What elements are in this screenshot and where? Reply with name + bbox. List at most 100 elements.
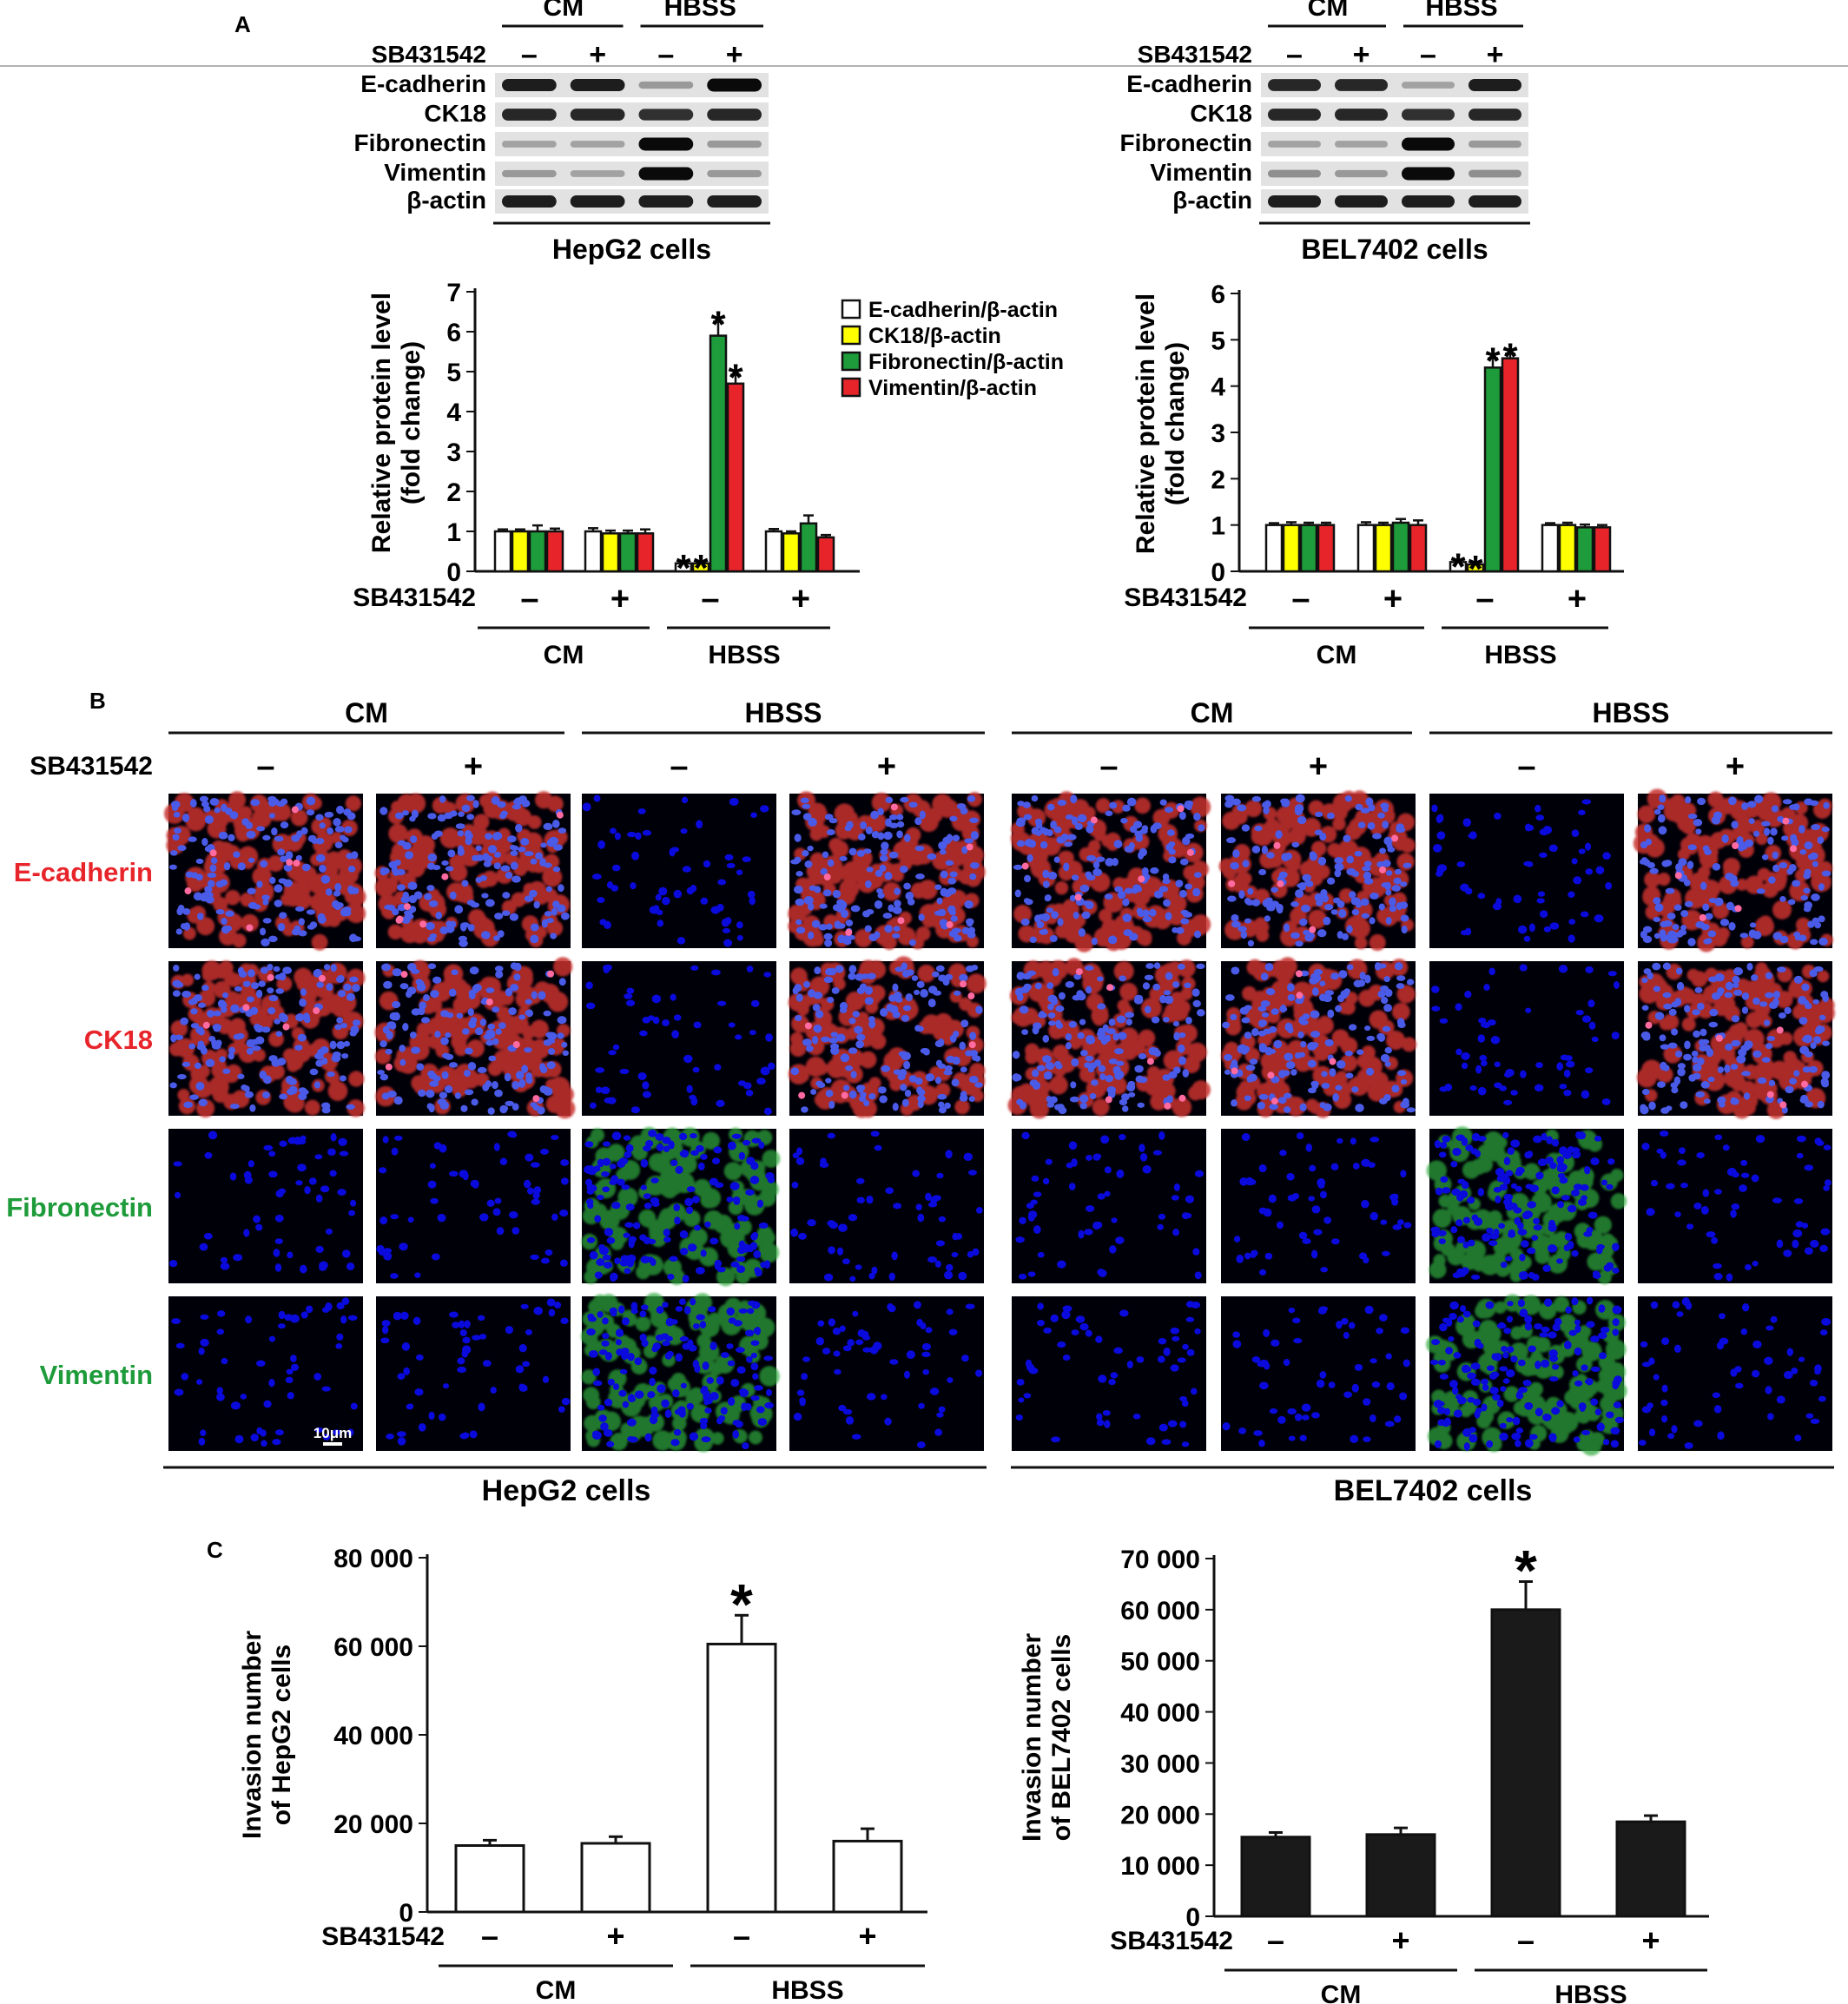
if-nucleus: [1667, 1042, 1678, 1049]
if-nucleus: [397, 1437, 406, 1446]
if-nucleus: [191, 996, 198, 1005]
if-nucleus: [876, 887, 883, 894]
if-cell-body: [964, 845, 984, 866]
if-nucleus: [1528, 923, 1535, 933]
if-nucleus: [1123, 929, 1133, 937]
if-nucleus: [700, 1249, 707, 1257]
if-nucleus: [248, 857, 255, 863]
if-nucleus: [207, 872, 217, 879]
if-nucleus: [1196, 963, 1205, 970]
if-bright-cell: [946, 920, 954, 928]
if-nucleus: [1245, 1065, 1256, 1071]
blot-sign: +: [1487, 38, 1504, 71]
if-bright-cell: [960, 980, 967, 988]
if-nucleus: [1571, 829, 1580, 837]
if-nucleus: [597, 840, 605, 849]
if-nucleus: [823, 1273, 834, 1282]
if-nucleus: [1251, 795, 1262, 802]
if-nucleus: [1353, 979, 1363, 988]
if-nucleus: [1295, 794, 1305, 803]
if-nucleus: [247, 969, 255, 978]
if-nucleus: [343, 1040, 351, 1047]
if-nucleus: [440, 1037, 449, 1045]
if-nucleus: [611, 1131, 622, 1141]
if-nucleus: [881, 1065, 891, 1072]
if-nucleus: [1772, 1197, 1782, 1203]
if-nucleus: [1469, 1085, 1477, 1091]
blot-treatment-hbss: HBSS: [664, 0, 736, 22]
if-nucleus: [558, 978, 566, 986]
if-nucleus: [256, 826, 266, 832]
if-nucleus: [1379, 847, 1387, 854]
if-bright-cell: [282, 1023, 290, 1031]
if-cell-body: [1242, 986, 1257, 1001]
if-bright-cell: [385, 1063, 393, 1071]
if-nucleus: [623, 1135, 631, 1141]
if-nucleus: [594, 1215, 602, 1223]
if-nucleus: [954, 934, 962, 942]
if-nucleus: [253, 1215, 261, 1223]
if-nucleus: [1085, 1205, 1095, 1212]
if-image-tile: [788, 791, 986, 950]
if-nucleus: [1064, 841, 1073, 847]
if-nucleus: [584, 1165, 594, 1174]
if-nucleus: [1641, 1143, 1650, 1150]
if-nucleus: [397, 1373, 406, 1381]
blot-row-label: Vimentin: [1150, 159, 1252, 186]
if-nucleus: [1389, 897, 1396, 906]
if-nucleus: [1660, 1044, 1670, 1050]
if-nucleus: [914, 817, 922, 826]
if-nucleus: [680, 1247, 689, 1256]
if-nucleus: [389, 1022, 397, 1030]
if-nucleus: [446, 1012, 454, 1018]
if-nucleus: [843, 1084, 850, 1091]
if-nucleus: [1295, 940, 1304, 947]
if-nucleus: [1029, 1079, 1039, 1087]
bar: [545, 530, 564, 573]
if-nucleus: [280, 855, 287, 862]
if-nucleus: [1396, 975, 1406, 981]
if-nucleus: [544, 862, 552, 868]
if-nucleus: [1301, 904, 1310, 913]
if-bright-cell: [845, 928, 853, 936]
if-nucleus: [470, 902, 480, 908]
if-nucleus: [323, 964, 331, 971]
if-nucleus: [1231, 1099, 1238, 1107]
if-nucleus: [380, 1216, 388, 1225]
if-nucleus: [1571, 858, 1578, 865]
if-nucleus: [1728, 922, 1736, 931]
if-nucleus: [1317, 929, 1327, 938]
if-nucleus: [1363, 871, 1372, 880]
if-nucleus: [336, 1333, 344, 1341]
if-nucleus: [1115, 1236, 1125, 1244]
if-nucleus: [749, 1242, 758, 1250]
if-nuclei: [380, 794, 570, 947]
if-nucleus: [530, 1162, 540, 1168]
if-nucleus: [1287, 1194, 1297, 1202]
if-nucleus: [1308, 933, 1315, 939]
if-nucleus: [819, 903, 828, 909]
if-bright-cell: [1231, 1067, 1238, 1075]
if-nucleus: [439, 1144, 447, 1153]
if-nucleus: [1653, 933, 1661, 939]
if-nucleus: [542, 1375, 550, 1383]
if-nucleus: [827, 859, 835, 867]
if-nucleus: [406, 1403, 414, 1409]
if-cell-body: [762, 1150, 781, 1168]
if-nucleus: [382, 1136, 389, 1144]
if-nucleus: [608, 1050, 617, 1056]
if-nucleus: [1015, 1236, 1025, 1243]
if-nucleus: [183, 1101, 194, 1109]
if-nucleus: [1151, 1047, 1159, 1053]
if-nucleus: [506, 835, 517, 843]
if-nucleus: [1726, 1273, 1733, 1282]
if-nucleus: [1284, 1106, 1291, 1113]
if-nucleus: [1299, 918, 1308, 926]
if-nucleus: [825, 1078, 832, 1084]
if-nucleus: [865, 880, 872, 888]
if-nucleus: [1406, 1107, 1416, 1113]
if-nucleus: [1016, 840, 1026, 847]
if-nucleus: [908, 801, 918, 808]
if-nucleus: [1431, 1005, 1441, 1012]
